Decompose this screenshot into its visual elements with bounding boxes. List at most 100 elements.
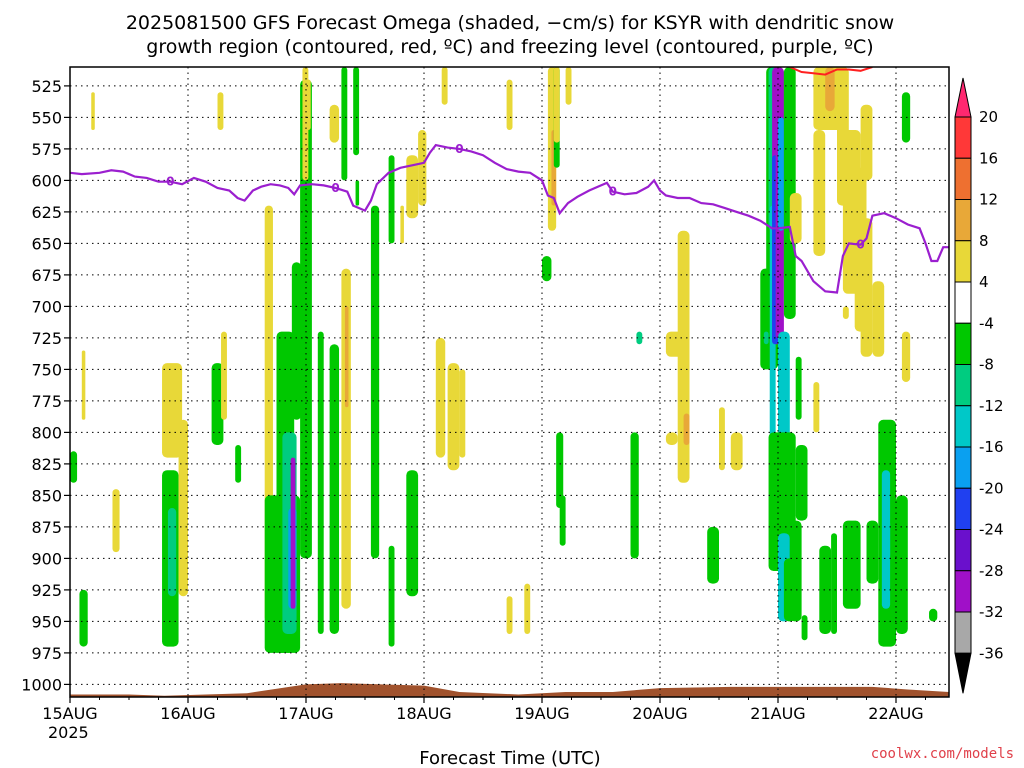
y-tick-label: 550 <box>31 108 62 127</box>
omega-cell <box>306 79 311 130</box>
y-tick-label: 850 <box>31 486 62 505</box>
omega-cell <box>329 344 340 634</box>
plot-area: 0 0 0 0 0 <box>69 66 950 698</box>
colorbar-swatch <box>954 116 972 159</box>
omega-cell <box>406 155 419 219</box>
omega-cell <box>235 445 242 483</box>
omega-cell <box>291 262 302 420</box>
omega-cell <box>929 608 938 622</box>
colorbar-tick-label: 8 <box>979 232 989 250</box>
omega-cell <box>842 520 861 609</box>
x-tick-label: 21AUG <box>750 704 805 723</box>
omega-cell <box>730 432 743 471</box>
omega-cell <box>290 457 296 609</box>
colorbar-tick-label: 20 <box>979 108 998 126</box>
omega-cell <box>783 67 796 319</box>
omega-cell <box>211 363 224 445</box>
omega-cell <box>860 218 873 357</box>
colorbar-swatch <box>954 570 972 613</box>
colorbar-tick-label: -36 <box>979 644 1004 662</box>
freezing-level-label: 0 <box>331 181 339 195</box>
colorbar-tick-label: -28 <box>979 562 1004 580</box>
colorbar: 20 16 12 8 4 -4 -8 -12 -16 -20 -24 -28 -32 -36 <box>954 77 1004 694</box>
y-tick-label: 575 <box>31 140 62 159</box>
y-tick-label: 675 <box>31 266 62 285</box>
x-tick-label: 20AUG <box>632 704 687 723</box>
omega-cell <box>79 589 88 647</box>
colorbar-tick-label: -4 <box>979 314 994 332</box>
omega-cell <box>370 205 380 559</box>
y-tick-label: 950 <box>31 612 62 631</box>
colorbar-swatch <box>954 405 972 448</box>
x-axis-label: Forecast Time (UTC) <box>419 748 600 768</box>
omega-cell <box>896 495 908 634</box>
omega-cell <box>831 533 837 634</box>
dendritic-zone-contour <box>789 67 873 76</box>
colorbar-swatch <box>954 611 972 654</box>
omega-cell <box>778 117 784 231</box>
colorbar-tick-label: 16 <box>979 149 998 167</box>
omega-shading <box>70 67 938 653</box>
colorbar-tick-label: -8 <box>979 356 994 374</box>
freezing-level-label: 0 <box>166 175 174 189</box>
omega-cell <box>719 407 725 471</box>
x-tick-label: 22AUG <box>868 704 923 723</box>
y-tick-label: 875 <box>31 518 62 537</box>
omega-cell <box>344 306 349 408</box>
omega-cell <box>329 104 340 143</box>
omega-cell <box>901 331 911 382</box>
omega-cell <box>418 130 427 206</box>
y-tick-label: 775 <box>31 392 62 411</box>
omega-cell <box>341 67 348 181</box>
y-tick-label: 625 <box>31 203 62 222</box>
omega-cell <box>388 155 395 244</box>
y-tick-label: 650 <box>31 234 62 253</box>
x-tick-label: 15AUG <box>42 704 97 723</box>
omega-cell <box>355 180 360 206</box>
freezing-level-label: 0 <box>455 142 463 156</box>
omega-cell <box>860 104 873 181</box>
y-tick-label: 800 <box>31 423 62 442</box>
omega-cell <box>91 92 95 130</box>
colorbar-tick-label: -24 <box>979 521 1004 539</box>
y-tick-label: 600 <box>31 171 62 190</box>
x-tick-label: 16AUG <box>160 704 215 723</box>
omega-cell <box>506 79 513 130</box>
colorbar-swatch <box>954 199 972 242</box>
freezing-level-label: 0 <box>609 185 617 199</box>
omega-cell <box>789 520 802 622</box>
omega-cell <box>795 356 802 420</box>
terrain-fill <box>70 683 949 697</box>
colorbar-swatch <box>954 364 972 407</box>
colorbar-tick-label: -32 <box>979 603 1004 621</box>
omega-cell <box>406 470 419 597</box>
colorbar-max-triangle <box>954 77 972 118</box>
y-tick-label: 975 <box>31 644 62 663</box>
colorbar-swatch <box>954 487 972 530</box>
colorbar-min-triangle <box>954 652 972 694</box>
omega-cell <box>167 508 177 597</box>
contours: 0 0 0 0 0 <box>70 67 949 294</box>
colorbar-swatch <box>954 281 972 324</box>
colorbar-tick-label: 4 <box>979 273 989 291</box>
omega-cell <box>556 432 564 508</box>
omega-cell <box>842 306 849 319</box>
x-axis: 15AUG 16AUG 17AUG 18AUG 19AUG 20AUG 21AUG 22AUG <box>42 697 926 723</box>
omega-cell <box>217 92 224 130</box>
omega-cell <box>459 369 466 458</box>
x-tick-label: 18AUG <box>396 704 451 723</box>
omega-cell <box>707 526 719 584</box>
y-tick-label: 925 <box>31 581 62 600</box>
y-axis: 525 550 575 600 625 650 675 700 725 750 775 800 825 8… <box>21 77 70 694</box>
omega-cell <box>683 413 690 445</box>
omega-cell <box>317 331 324 634</box>
omega-cell <box>813 382 820 433</box>
omega-cell <box>353 67 360 156</box>
omega-cell <box>447 363 460 471</box>
colorbar-swatch <box>954 446 972 489</box>
colorbar-tick-label: -12 <box>979 397 1004 415</box>
omega-cell <box>825 67 835 112</box>
omega-cell <box>665 432 678 445</box>
omega-cell <box>819 545 832 634</box>
